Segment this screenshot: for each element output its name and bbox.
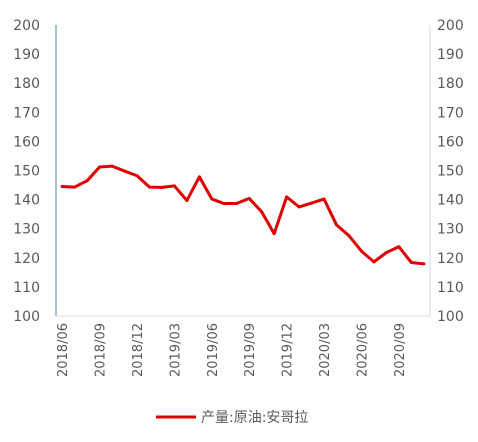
y-tick-label-right: 180 — [437, 76, 464, 92]
y-tick-label-right: 100 — [437, 309, 464, 325]
data-point — [322, 197, 326, 201]
legend: 产量:原油:安哥拉 — [156, 410, 308, 426]
y-tick-label-left: 100 — [13, 309, 40, 325]
data-point — [409, 260, 413, 264]
data-point — [222, 202, 226, 206]
data-point — [197, 175, 201, 179]
y-tick-label-left: 170 — [13, 105, 40, 121]
data-point — [210, 197, 214, 201]
data-point — [73, 185, 77, 189]
data-point — [297, 205, 301, 209]
y-tick-label-left: 120 — [13, 251, 40, 267]
y-tick-label-left: 190 — [13, 47, 40, 63]
data-point — [135, 174, 139, 178]
data-point — [372, 260, 376, 264]
y-tick-label-right: 170 — [437, 105, 464, 121]
x-tick-label: 2019/06 — [206, 323, 221, 377]
data-point — [98, 165, 102, 169]
y-tick-label-right: 160 — [437, 134, 464, 150]
x-tick-label: 2018/06 — [56, 323, 71, 377]
x-tick-label: 2018/09 — [94, 323, 109, 377]
y-tick-label-right: 110 — [437, 280, 464, 296]
data-point — [160, 185, 164, 189]
data-point — [85, 179, 89, 183]
data-point — [422, 262, 426, 266]
data-point — [235, 201, 239, 205]
x-tick-label: 2020/06 — [355, 323, 370, 377]
series-layer — [60, 164, 426, 266]
y-tick-label-right: 150 — [437, 164, 464, 180]
y-axis-left-ticks: 100 110 120 130 140 150 160 170 180 190 200 — [13, 18, 40, 325]
data-point — [335, 223, 338, 227]
y-tick-label-left: 110 — [13, 280, 40, 296]
y-tick-label-left: 150 — [13, 164, 40, 180]
data-point — [272, 232, 276, 236]
x-axis-ticks: 2018/06 2018/09 2018/12 2019/03 2019/06 2019/… — [56, 323, 408, 377]
data-point — [123, 169, 127, 173]
y-tick-label-left: 160 — [13, 134, 40, 150]
x-tick-label: 2020/03 — [318, 323, 333, 377]
data-point — [110, 164, 114, 168]
y-tick-label-left: 200 — [13, 18, 40, 34]
y-tick-label-left: 130 — [13, 222, 40, 238]
data-point — [285, 195, 289, 199]
data-point — [185, 198, 189, 202]
data-point — [172, 184, 176, 188]
x-tick-label: 2020/09 — [393, 323, 408, 377]
series-line — [60, 164, 426, 266]
x-tick-label: 2019/03 — [168, 323, 183, 377]
data-point — [384, 251, 388, 255]
data-point — [397, 245, 401, 249]
data-point — [247, 196, 251, 200]
y-tick-label-right: 190 — [437, 47, 464, 63]
data-point — [148, 185, 151, 189]
legend-label: 产量:原油:安哥拉 — [201, 410, 308, 426]
x-tick-label: 2018/12 — [131, 323, 146, 377]
y-tick-label-right: 120 — [437, 251, 464, 267]
y-axis-right-ticks: 100 110 120 130 140 150 160 170 180 190 200 — [437, 18, 464, 325]
y-tick-label-right: 130 — [437, 222, 464, 238]
data-point — [310, 201, 314, 205]
data-point — [60, 185, 64, 188]
data-point — [260, 210, 264, 214]
y-tick-label-right: 140 — [437, 193, 464, 209]
x-tick-label: 2019/12 — [281, 323, 296, 377]
data-point — [347, 234, 351, 238]
x-tick-label: 2019/09 — [243, 323, 258, 377]
y-tick-label-right: 200 — [437, 18, 464, 34]
y-tick-label-left: 140 — [13, 193, 40, 209]
data-point — [359, 249, 363, 253]
y-tick-label-left: 180 — [13, 76, 40, 92]
